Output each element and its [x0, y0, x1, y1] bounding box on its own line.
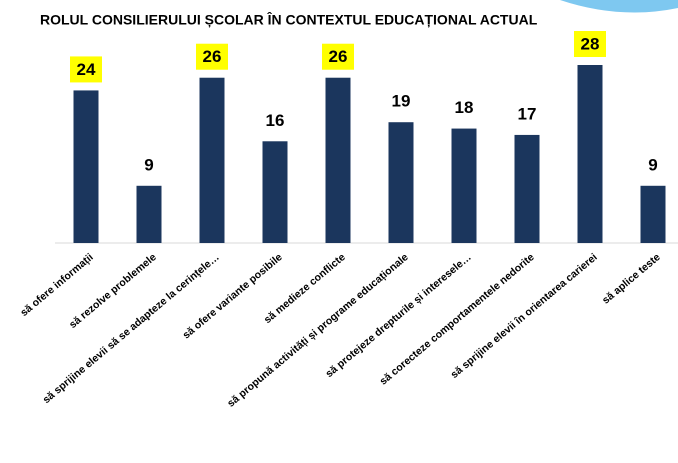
- value-label: 9: [648, 155, 657, 174]
- value-label: 28: [581, 34, 600, 53]
- value-label: 17: [518, 104, 537, 123]
- label-highlight: [70, 56, 102, 83]
- bar: [451, 128, 477, 243]
- bar: [136, 185, 162, 243]
- value-label: 26: [329, 47, 348, 66]
- bar: [262, 141, 288, 243]
- label-highlight: [574, 31, 606, 57]
- x-tick-label: să ofere variante posibile: [180, 251, 284, 341]
- value-label: 26: [203, 47, 222, 66]
- bar: [73, 90, 99, 243]
- bar: [199, 77, 225, 243]
- label-highlight: [196, 43, 228, 70]
- value-label: 19: [392, 92, 411, 111]
- bar: [514, 134, 540, 243]
- value-label: 24: [77, 60, 96, 79]
- bar: [640, 185, 666, 243]
- value-label: 9: [144, 155, 153, 174]
- label-highlight: [322, 43, 354, 70]
- bar: [325, 77, 351, 243]
- bar: [577, 65, 603, 243]
- decoration: [560, 0, 678, 13]
- value-label: 16: [266, 111, 285, 130]
- bar: [388, 122, 414, 243]
- value-label: 18: [455, 98, 474, 117]
- chart-title: ROLUL CONSILIERULUI ȘCOLAR ÎN CONTEXTUL …: [40, 11, 538, 28]
- x-tick-label: să aplice teste: [600, 251, 663, 306]
